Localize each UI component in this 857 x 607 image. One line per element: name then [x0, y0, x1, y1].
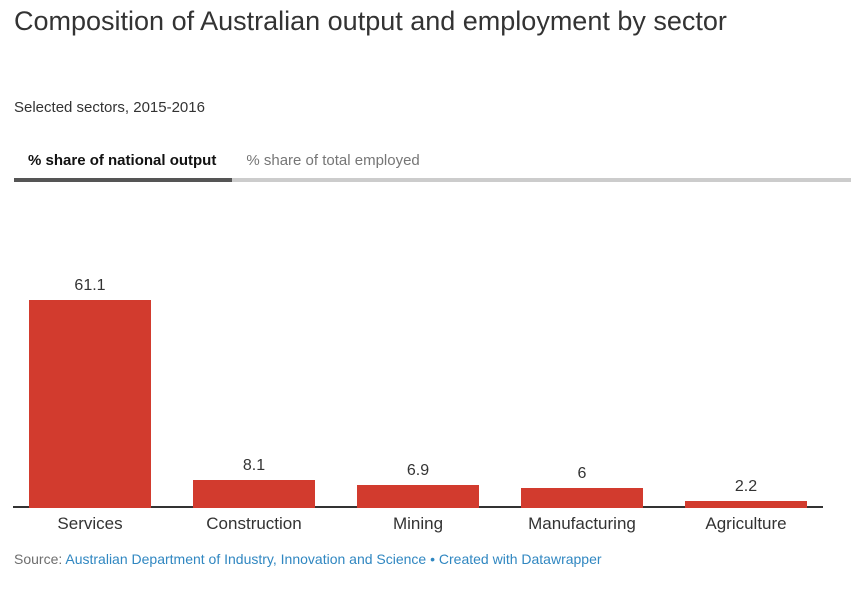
tab-share-of-national-output[interactable]: % share of national output — [14, 143, 233, 182]
source-link[interactable]: Australian Department of Industry, Innov… — [65, 551, 427, 567]
bar[interactable] — [685, 501, 807, 508]
category-axis: Services Construction Mining Manufacturing A… — [8, 514, 828, 534]
bar-column: 61.1 — [8, 258, 172, 508]
category-label: Construction — [206, 514, 302, 533]
chart-footer: Source: Australian Department of Industr… — [14, 551, 602, 567]
category-label: Services — [57, 514, 123, 533]
bar[interactable] — [193, 480, 315, 508]
bar-value-label: 2.2 — [734, 478, 758, 495]
bar[interactable] — [521, 488, 643, 508]
bar-column: 8.1 — [172, 258, 336, 508]
bar-column: 2.2 — [664, 258, 828, 508]
tab-bar: % share of national output % share of to… — [14, 143, 851, 182]
bar-chart-plot: 61.1 8.1 6.9 6 2.2 — [8, 258, 828, 508]
category-label: Manufacturing — [528, 514, 636, 533]
link-separator: • — [430, 551, 436, 567]
bar-value-label: 61.1 — [74, 277, 106, 294]
chart-title: Composition of Australian output and emp… — [14, 6, 727, 36]
bar-column: 6 — [500, 258, 664, 508]
bar[interactable] — [357, 485, 479, 508]
category-label: Mining — [392, 514, 444, 533]
bar-value-label: 6.9 — [406, 462, 430, 479]
category-label: Agriculture — [705, 514, 787, 533]
bar[interactable] — [29, 300, 151, 508]
bar-value-label: 6 — [577, 465, 587, 482]
datawrapper-credit-link[interactable]: Created with Datawrapper — [438, 551, 602, 567]
bar-value-label: 8.1 — [242, 457, 266, 474]
bar-column: 6.9 — [336, 258, 500, 508]
chart-subtitle: Selected sectors, 2015-2016 — [14, 99, 205, 116]
tab-share-of-total-employed[interactable]: % share of total employed — [246, 152, 420, 169]
source-label: Source: — [14, 551, 63, 567]
